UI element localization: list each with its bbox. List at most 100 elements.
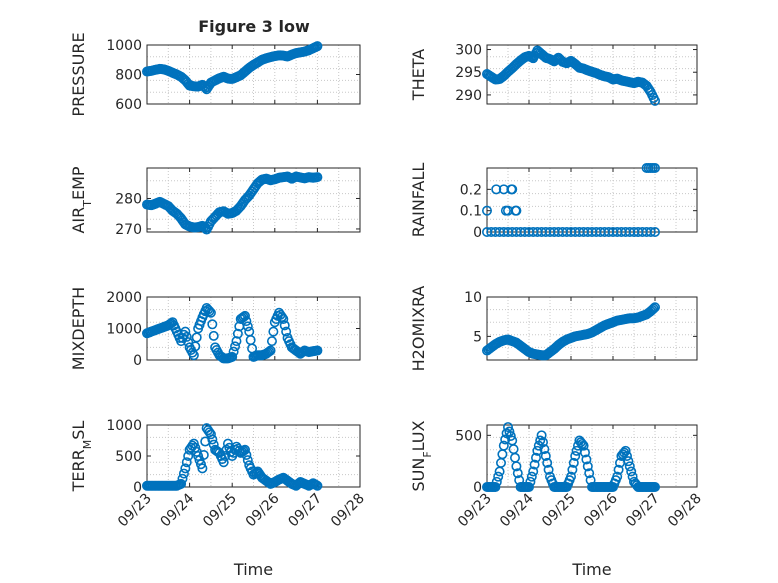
data-point (649, 481, 660, 492)
data-point (498, 440, 509, 451)
x-axis-label-0: Time (233, 560, 273, 579)
data-point (312, 41, 323, 52)
data-point (207, 434, 218, 445)
data-series (481, 45, 660, 106)
y-tick-label: 5 (473, 329, 482, 345)
data-series (142, 171, 323, 235)
y-tick-label: 800 (115, 68, 142, 84)
data-point (490, 481, 501, 492)
data-point (176, 478, 187, 489)
data-series (481, 163, 660, 238)
data-point (262, 347, 273, 358)
data-point (208, 330, 219, 341)
axes-box (486, 296, 698, 361)
x-tick-label: 09/23 (455, 491, 495, 531)
data-point (239, 310, 250, 321)
data-point (512, 468, 523, 479)
data-point (281, 326, 292, 337)
data-point (481, 205, 492, 216)
y-axis-label-0: PRESSURE (69, 32, 88, 116)
data-point (644, 85, 655, 96)
x-axis-label-1: Time (571, 560, 611, 579)
data-point (276, 311, 287, 322)
y-tick-label: 0 (473, 225, 482, 241)
data-point (543, 464, 554, 475)
data-point (645, 227, 656, 238)
y-tick-label: 2000 (106, 290, 142, 306)
data-point (208, 439, 219, 450)
data-point (178, 468, 189, 479)
data-series (481, 422, 660, 492)
x-tick-label: 09/25 (539, 491, 579, 531)
y-tick-label: 0.1 (460, 204, 482, 220)
data-point (570, 450, 581, 461)
data-point (265, 345, 276, 356)
data-point (621, 450, 632, 461)
data-point (536, 430, 547, 441)
data-point (181, 457, 192, 468)
x-tick-label: 09/27 (623, 491, 663, 531)
data-point (491, 184, 502, 195)
subplot-air_temp: 270 280 AIRTEMP (69, 166, 361, 238)
data-point (491, 476, 502, 487)
data-point (537, 437, 548, 448)
y-axis-label-5: H2OMIXRA (409, 286, 428, 372)
y-axis-label-1: THETA (409, 49, 428, 101)
y-axis-label-4: MIXDEPTH (69, 287, 88, 370)
data-point (232, 328, 243, 339)
data-point (505, 431, 516, 442)
data-series (142, 423, 323, 491)
subplot-h2omixra: 5 10 H2OMIXRA (409, 286, 698, 372)
y-tick-label: 500 (115, 449, 142, 465)
figure-title: Figure 3 low (198, 17, 310, 36)
data-point (278, 314, 289, 325)
data-point (205, 307, 216, 318)
data-point (649, 227, 660, 238)
data-point (181, 331, 192, 342)
y-axis-label-3: RAINFALL (409, 163, 428, 238)
data-point (649, 302, 660, 313)
x-tick-label: 09/27 (285, 491, 325, 531)
data-point (268, 326, 279, 337)
data-point (526, 471, 537, 482)
subplot-pressure: 600 800 1000 PRESSURE (69, 32, 361, 117)
grid-lines (147, 297, 360, 360)
data-point (612, 471, 623, 482)
x-tick-label: 09/28 (328, 491, 368, 531)
data-point (507, 184, 518, 195)
y-tick-label: 0 (133, 353, 142, 369)
y-tick-label: 0.2 (460, 182, 482, 198)
data-point (584, 468, 595, 479)
data-point (504, 426, 515, 437)
y-tick-label: 10 (464, 290, 482, 306)
data-point (180, 326, 191, 337)
data-point (620, 445, 631, 456)
data-series (142, 303, 323, 364)
data-point (542, 457, 553, 468)
data-point (204, 306, 215, 317)
subplot-terr_msl: 0 500 1000 09/23 09/24 09/25 09/26 09/27 09/28 TE… (69, 418, 368, 579)
data-point (312, 172, 323, 183)
data-point (264, 346, 275, 357)
y-axis-label-7: SUNFLUX (409, 420, 434, 491)
data-point (180, 463, 191, 474)
y-tick-label: 290 (455, 88, 482, 104)
data-point (207, 319, 218, 330)
x-tick-label: 09/25 (200, 491, 240, 531)
data-point (200, 436, 211, 447)
y-tick-label: 300 (455, 43, 482, 59)
data-point (532, 445, 543, 456)
x-tick-label: 09/26 (581, 490, 621, 530)
data-point (266, 336, 277, 347)
data-point (249, 468, 260, 479)
data-point (197, 463, 208, 474)
data-point (530, 452, 541, 463)
grid-lines (147, 425, 360, 487)
data-series (481, 302, 660, 361)
data-point (578, 440, 589, 451)
grid-lines (487, 168, 697, 232)
y-tick-label: 1000 (106, 322, 142, 338)
x-tick-label: 09/26 (243, 490, 283, 530)
data-point (648, 303, 659, 314)
